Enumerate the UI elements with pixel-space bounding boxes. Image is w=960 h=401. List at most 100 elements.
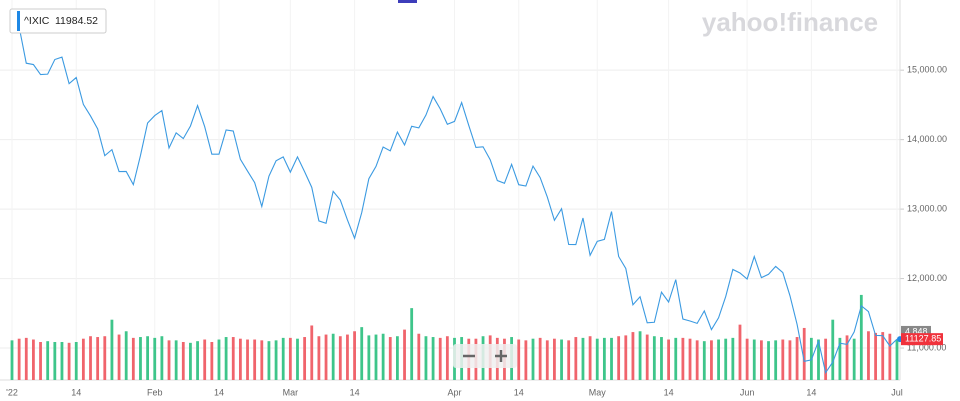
volume-bar [702,341,706,380]
volume-bar [131,337,135,380]
volume-bar [46,341,50,380]
volume-bar [774,340,778,380]
volume-bar [553,338,556,380]
volume-bar [660,337,663,380]
x-tick-label: Apr [447,387,461,397]
volume-bar [888,333,892,380]
volume-bar [181,342,185,380]
volume-bar [667,339,671,380]
volume-bar [374,334,378,380]
volume-bar [795,337,799,380]
volume-bar [103,336,107,380]
volume-bar [231,337,235,380]
volume-bar [396,336,399,380]
legend-symbol: ^IXIC [24,15,50,27]
volume-bar [674,337,678,380]
volume-bar [196,341,199,380]
volume-bar [124,331,128,380]
legend: ^IXIC 11984.52 [9,8,107,34]
volume-bar [610,337,613,380]
volume-bar [845,335,849,380]
y-tick-label: 13,000.00 [907,203,947,213]
volume-bar [246,339,249,380]
volume-bar [24,337,28,380]
volume-bar [859,294,863,380]
volume-bar [267,341,271,380]
volume-bar [874,332,877,380]
volume-bar [417,333,421,380]
volume-bar [146,336,150,380]
zoom-out[interactable] [456,347,482,365]
volume-bar [317,336,321,380]
volume-bar [717,339,720,380]
grid: 11,000.00 12,000.00 13,000.00 14,000.00 15,0… [0,0,947,397]
volume-bar [67,342,71,380]
volume-bar [752,339,756,380]
volume-marker-label: 4.848 [905,326,928,336]
volume-bar [681,337,685,380]
x-tick-label: Jun [740,387,755,397]
volume-bar [310,325,314,380]
zoom-in[interactable] [488,347,514,365]
volume-bar [538,337,542,380]
volume-bar [767,341,770,380]
volume-bar [288,337,292,380]
volume-bar [602,337,606,380]
y-tick-label: 12,000.00 [907,273,947,283]
y-tick-label: 11,000.00 [907,342,946,352]
x-tick-label: 14 [350,387,360,397]
volume-bar [296,338,299,380]
volume-bar [838,337,842,380]
volume-bar [303,337,307,380]
x-tick-label: Mar [283,387,299,397]
volume-bar [238,338,242,380]
volume-bar [60,342,64,380]
range-indicator [398,0,417,3]
volume-bar [895,339,899,380]
volume-bar [652,336,656,380]
volume-bar [759,340,763,380]
volume-bar [381,333,385,380]
volume-bar [731,337,735,380]
volume-bar [281,337,285,380]
volume-bar [353,331,356,380]
volume-bar [367,335,371,380]
volume-bar [74,342,78,380]
volume-bar [531,338,535,380]
x-tick-label: 14 [214,387,224,397]
x-tick-label: Feb [147,387,163,397]
volume-bar [781,339,785,380]
volume-bar [89,336,92,380]
volume-bar [738,324,742,380]
volume-bar [32,339,35,380]
volume-bar [53,342,57,380]
volume-bar [545,340,549,380]
volume-bar [110,319,114,380]
volume-bar [788,340,792,380]
volume-bar [324,334,328,380]
x-tick-label: 14 [71,387,81,397]
volume-bar [517,339,521,380]
volume-bar [217,339,221,380]
watermark: yahoo!finance [702,7,878,37]
volume-bar [360,327,364,380]
volume-bar [253,339,257,380]
volume-bar [403,329,406,380]
volume-bar [817,339,820,380]
volume-bar [638,331,642,380]
price-line [11,12,898,374]
volume-bar [203,339,207,380]
volume-bar [881,332,885,380]
volume-bars [10,294,899,380]
volume-bar [210,342,214,380]
x-tick-label: 14 [664,387,674,397]
volume-bar [852,338,856,380]
x-tick-label: May [589,387,607,397]
volume-bar [588,336,592,380]
x-tick-label: 14 [806,387,816,397]
volume-bar [260,340,264,380]
volume-bar [160,336,164,380]
x-tick-label: '22 [6,387,18,397]
